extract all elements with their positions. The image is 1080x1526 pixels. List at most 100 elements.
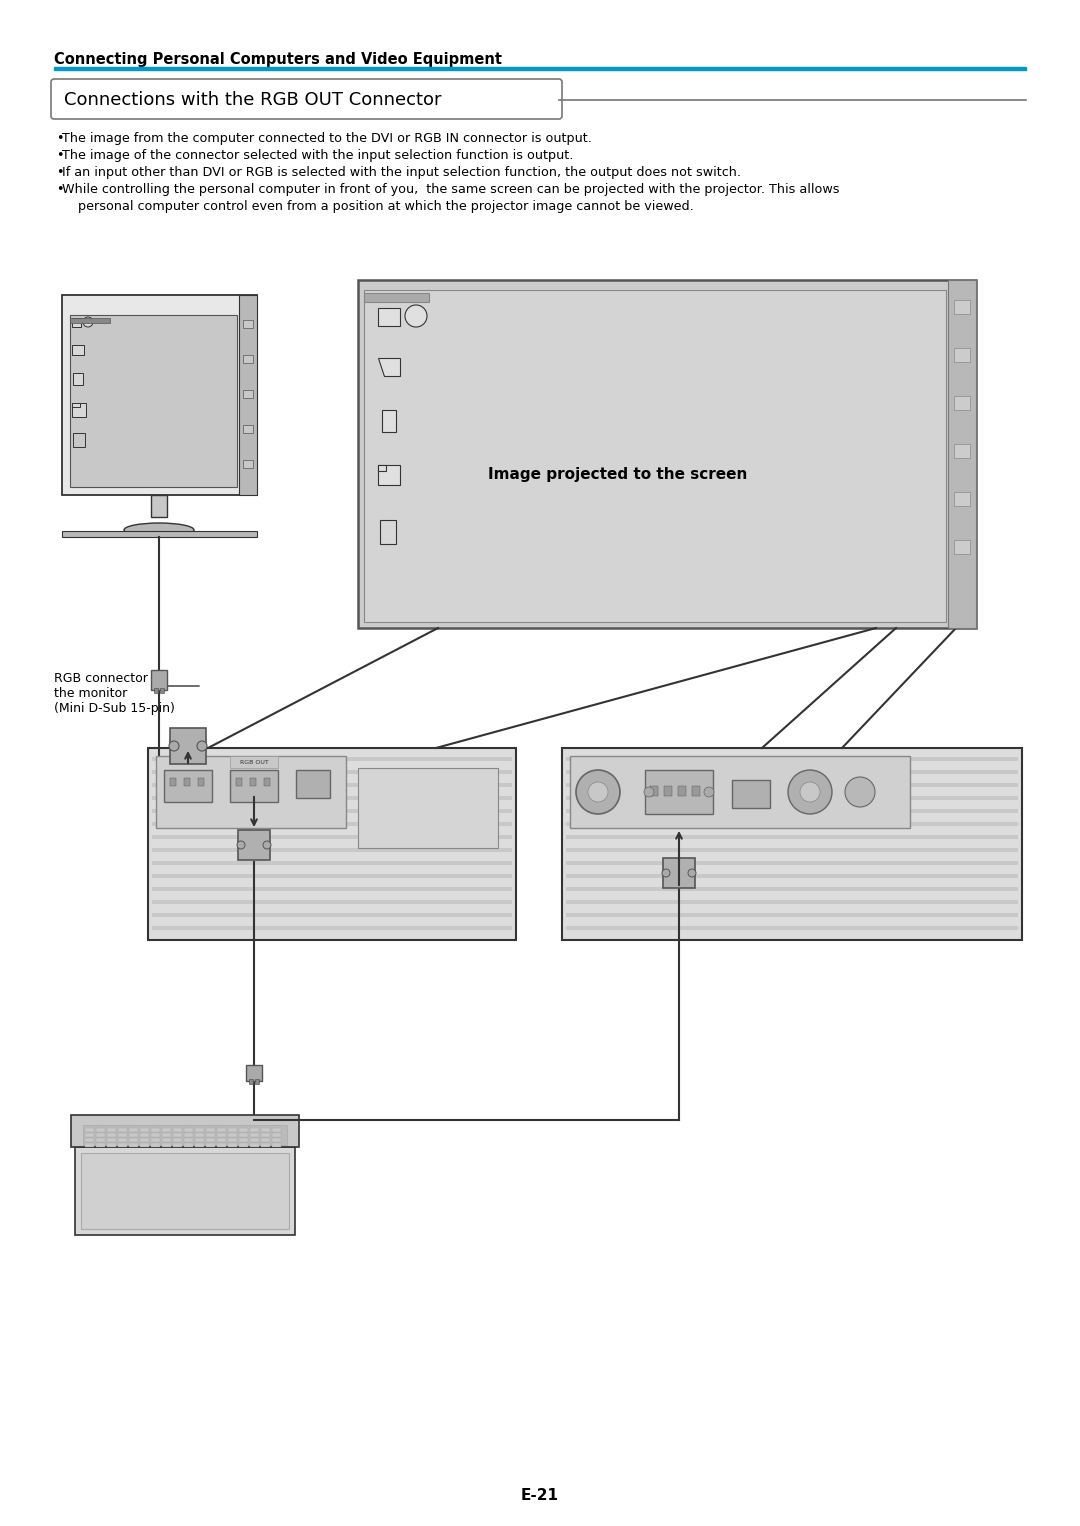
Text: RGB OUT: RGB OUT <box>240 760 268 765</box>
Bar <box>184 778 190 786</box>
Text: RGB connector of
the monitor
(Mini D-Sub 15-pin): RGB connector of the monitor (Mini D-Sub… <box>54 671 175 716</box>
Bar <box>206 1132 215 1137</box>
Bar <box>160 688 164 693</box>
Circle shape <box>704 787 714 797</box>
Bar <box>170 728 206 765</box>
Bar <box>184 1143 193 1148</box>
Bar <box>140 1128 149 1132</box>
Circle shape <box>688 868 696 877</box>
Bar <box>118 1143 127 1148</box>
Bar <box>152 874 512 877</box>
Bar <box>378 465 400 485</box>
Bar <box>645 771 713 813</box>
Bar <box>152 900 512 903</box>
Bar <box>663 858 696 888</box>
Bar <box>566 887 1018 891</box>
Bar <box>140 1143 149 1148</box>
Bar <box>380 520 396 543</box>
Bar <box>566 757 1018 761</box>
Bar <box>151 670 167 690</box>
Bar <box>118 1128 127 1132</box>
Bar <box>239 1132 248 1137</box>
Text: Image projected to the screen: Image projected to the screen <box>488 467 747 482</box>
Bar <box>73 372 83 385</box>
Bar <box>72 345 84 356</box>
Bar <box>566 835 1018 839</box>
Bar <box>71 1116 299 1148</box>
Bar <box>566 913 1018 917</box>
Bar <box>954 348 970 362</box>
Bar <box>173 1128 183 1132</box>
Bar <box>72 317 81 327</box>
Bar <box>85 1138 94 1141</box>
Bar <box>948 279 976 629</box>
Bar <box>566 874 1018 877</box>
Bar <box>246 1065 262 1080</box>
Bar <box>261 1132 270 1137</box>
Bar <box>152 809 512 813</box>
Bar <box>75 1148 295 1235</box>
Bar <box>206 1138 215 1141</box>
Bar <box>249 1143 259 1148</box>
Bar <box>173 1138 183 1141</box>
Circle shape <box>405 305 427 327</box>
Bar <box>732 780 770 807</box>
Bar <box>62 531 257 537</box>
Bar <box>566 823 1018 826</box>
Bar <box>96 1132 105 1137</box>
Bar <box>566 861 1018 865</box>
Bar <box>70 314 237 487</box>
Text: While controlling the personal computer in front of you,  the same screen can be: While controlling the personal computer … <box>62 183 839 195</box>
Bar <box>230 755 278 768</box>
Text: •: • <box>56 133 64 145</box>
Bar <box>152 913 512 917</box>
Circle shape <box>197 742 207 751</box>
Bar <box>140 1132 149 1137</box>
FancyBboxPatch shape <box>51 79 562 119</box>
Bar <box>382 410 396 432</box>
Text: •: • <box>56 150 64 162</box>
Bar <box>239 1143 248 1148</box>
Bar <box>156 755 346 829</box>
Bar <box>570 755 910 829</box>
Bar <box>272 1138 281 1141</box>
Bar <box>357 768 498 848</box>
Bar <box>195 1132 204 1137</box>
Bar <box>261 1143 270 1148</box>
Bar <box>129 1138 138 1141</box>
Bar <box>148 748 516 940</box>
Bar <box>96 1128 105 1132</box>
Text: The image from the computer connected to the DVI or RGB IN connector is output.: The image from the computer connected to… <box>62 133 592 145</box>
Circle shape <box>237 841 245 848</box>
Bar <box>72 403 86 417</box>
Bar <box>162 1138 171 1141</box>
Text: •: • <box>56 183 64 195</box>
Bar <box>154 688 158 693</box>
Bar <box>152 783 512 787</box>
Text: •: • <box>56 166 64 179</box>
Bar <box>162 1128 171 1132</box>
Bar <box>249 1079 253 1083</box>
Circle shape <box>644 787 654 797</box>
Bar <box>237 778 242 786</box>
Circle shape <box>83 317 93 327</box>
Bar <box>650 786 658 797</box>
Bar <box>184 1132 193 1137</box>
Bar <box>230 771 278 803</box>
Bar <box>96 1138 105 1141</box>
Bar <box>364 290 946 623</box>
Bar <box>129 1143 138 1148</box>
Bar <box>954 444 970 458</box>
Bar <box>249 1138 259 1141</box>
Bar <box>62 295 257 494</box>
Bar <box>85 1143 94 1148</box>
Circle shape <box>800 781 820 803</box>
Bar <box>129 1128 138 1132</box>
Bar <box>107 1143 116 1148</box>
Bar <box>195 1138 204 1141</box>
Text: Connecting Personal Computers and Video Equipment: Connecting Personal Computers and Video … <box>54 52 502 67</box>
Bar <box>566 848 1018 852</box>
Bar <box>152 757 512 761</box>
Bar <box>206 1128 215 1132</box>
Bar <box>954 491 970 507</box>
